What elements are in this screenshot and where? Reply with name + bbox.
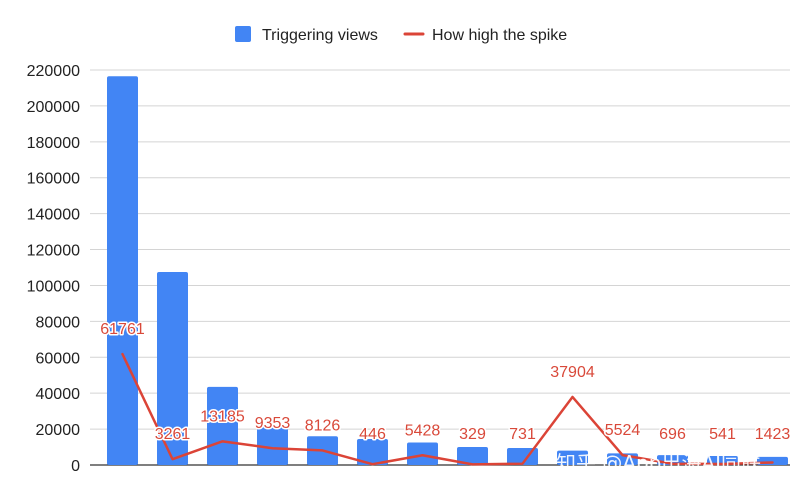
y-tick-label: 200000	[27, 99, 80, 116]
legend-label-how-high-the-spike: How high the spike	[432, 27, 567, 44]
how-high-the-spike-data-label: 1423	[755, 426, 791, 443]
legend-swatch-triggering-views	[235, 26, 251, 42]
how-high-the-spike-line	[121, 352, 774, 466]
how-high-the-spike-data-label: 446	[359, 426, 386, 443]
y-tick-label: 160000	[27, 171, 80, 188]
y-tick-label: 60000	[36, 350, 81, 367]
legend-label-triggering-views: Triggering views	[262, 27, 378, 44]
y-tick-label: 40000	[36, 386, 81, 403]
y-tick-label: 120000	[27, 243, 80, 260]
triggering-views-bar	[357, 438, 388, 465]
how-high-the-spike-data-label: 329	[459, 426, 486, 443]
y-tick-label: 0	[71, 458, 80, 475]
gridlines	[90, 69, 790, 466]
how-high-the-spike-data-label: 13185	[200, 408, 245, 425]
watermark: 知乎 @App出海AI同联	[556, 451, 761, 475]
y-tick-label: 20000	[36, 422, 81, 439]
y-tick-label: 100000	[27, 278, 80, 295]
how-high-the-spike-data-label: 8126	[305, 417, 341, 434]
line-series	[121, 352, 774, 466]
how-high-the-spike-data-label: 9353	[255, 415, 291, 432]
how-high-the-spike-data-label: 37904	[550, 364, 595, 381]
watermark-text: 知乎 @App出海AI同联	[556, 451, 761, 475]
how-high-the-spike-data-label: 541	[709, 426, 736, 443]
bar-series	[107, 76, 788, 465]
triggering-views-bar	[557, 450, 588, 465]
y-axis-tick-labels: 0 20000 40000 60000 80000 100000 120000 140000 1…	[27, 63, 80, 475]
triggering-views-bar	[257, 427, 288, 465]
triggering-views-bar	[157, 271, 188, 465]
how-high-the-spike-data-label: 3261	[155, 426, 191, 443]
y-tick-label: 80000	[36, 314, 81, 331]
how-high-the-spike-data-label: 5524	[605, 422, 641, 439]
triggering-views-bar	[407, 442, 438, 465]
triggering-views-bar	[107, 76, 138, 465]
y-tick-label: 180000	[27, 135, 80, 152]
how-high-the-spike-data-label: 731	[509, 426, 536, 443]
triggering-views-bar	[207, 386, 238, 465]
how-high-the-spike-data-label: 61761	[100, 321, 145, 338]
legend: Triggering views How high the spike	[235, 26, 567, 44]
how-high-the-spike-data-label: 5428	[405, 422, 441, 439]
triggering-views-bar	[457, 447, 488, 465]
how-high-the-spike-data-label: 696	[659, 426, 686, 443]
y-tick-label: 140000	[27, 207, 80, 224]
line-data-labels: 61761 3261 13185 9353 8126 446 5428 329 731 37904…	[99, 320, 792, 445]
y-tick-label: 220000	[27, 63, 80, 80]
